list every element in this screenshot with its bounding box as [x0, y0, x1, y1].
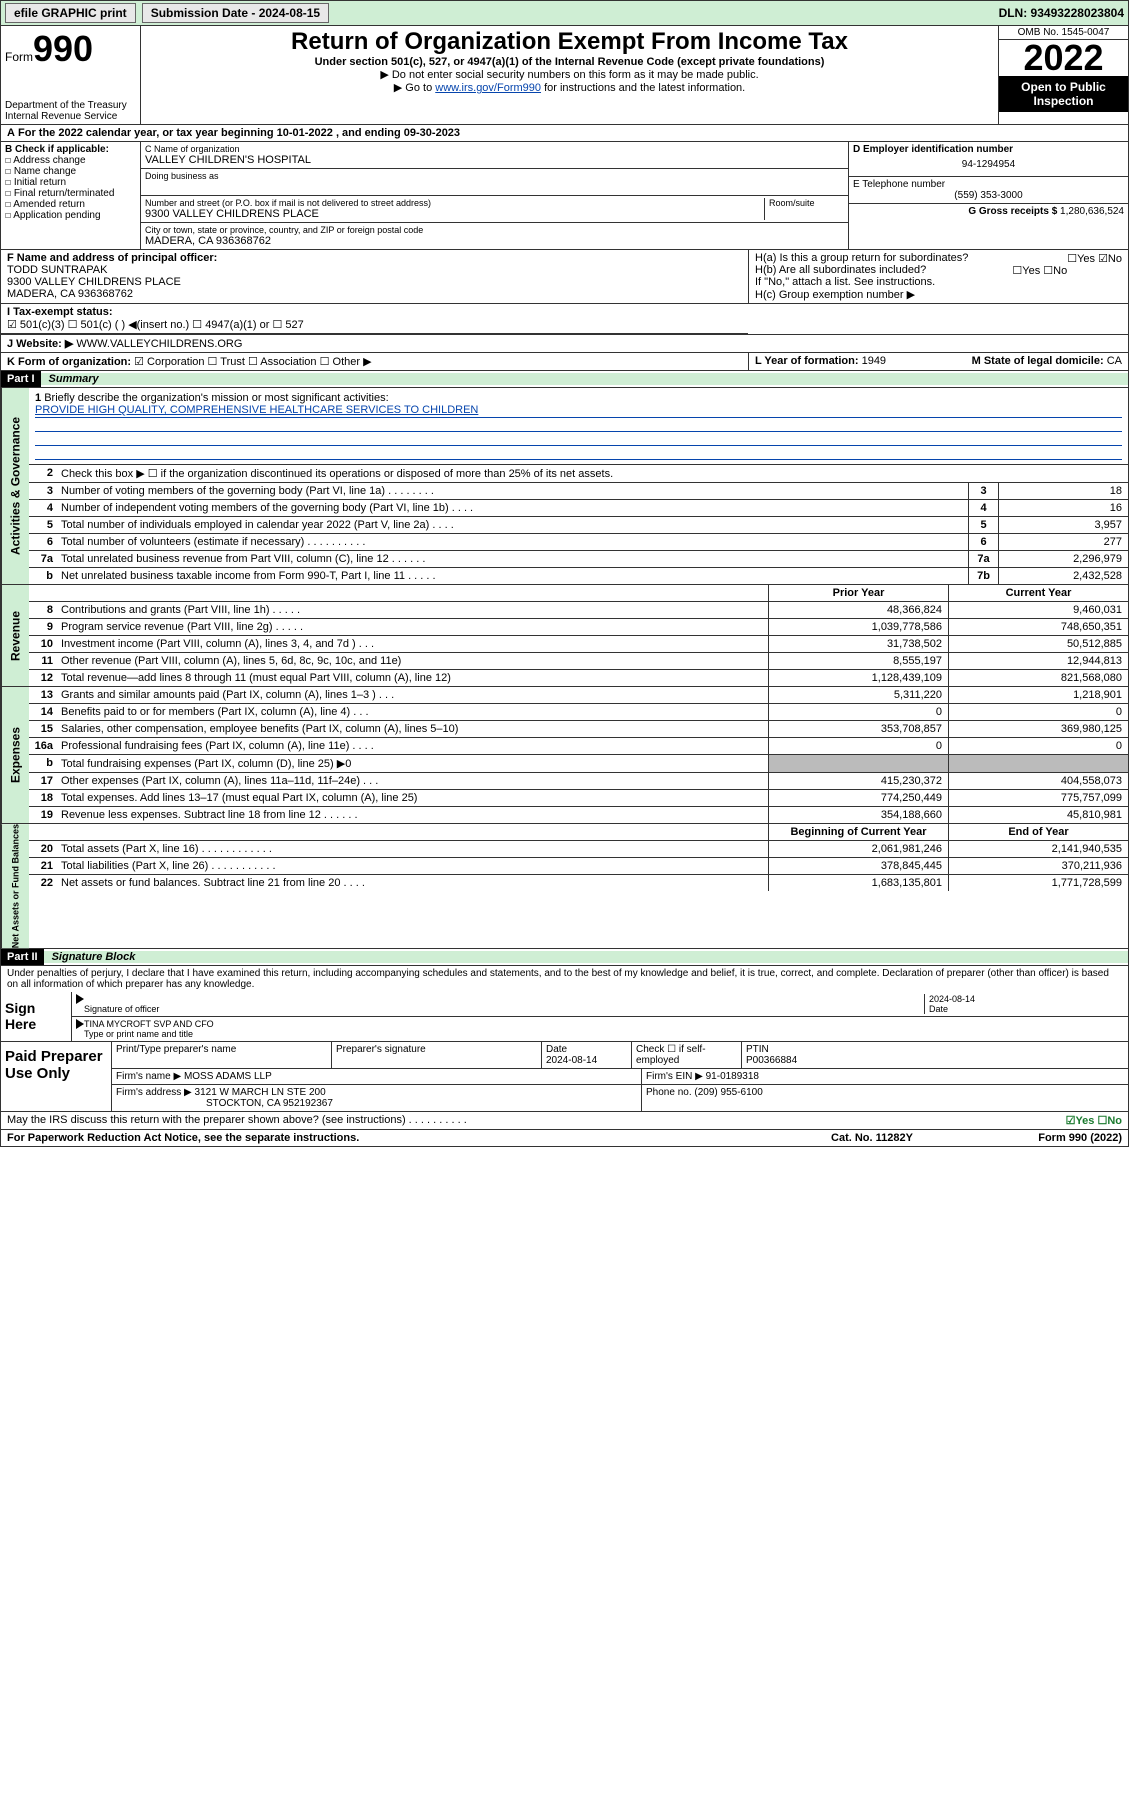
table-row: 19Revenue less expenses. Subtract line 1… — [29, 807, 1128, 823]
perjury-declaration: Under penalties of perjury, I declare th… — [1, 966, 1128, 992]
firm-name: MOSS ADAMS LLP — [184, 1071, 272, 1082]
table-row: 6Total number of volunteers (estimate if… — [29, 534, 1128, 551]
goto-note: ▶ Go to www.irs.gov/Form990 for instruct… — [145, 81, 994, 94]
officer-name: TINA MYCROFT SVP AND CFO — [84, 1019, 214, 1029]
dept-label: Department of the Treasury Internal Reve… — [5, 100, 136, 122]
signature-block: Under penalties of perjury, I declare th… — [0, 966, 1129, 1042]
vlabel-netassets: Net Assets or Fund Balances — [1, 824, 29, 948]
gross-receipts: 1,280,636,524 — [1060, 206, 1124, 217]
form-header: Form990 Department of the Treasury Inter… — [0, 26, 1129, 125]
part1-revenue: Revenue Prior YearCurrent Year 8Contribu… — [0, 585, 1129, 687]
website: WWW.VALLEYCHILDRENS.ORG — [76, 338, 242, 350]
tax-year: 2022 — [999, 40, 1128, 76]
table-row: 17Other expenses (Part IX, column (A), l… — [29, 773, 1128, 790]
box-h: H(a) Is this a group return for subordin… — [748, 250, 1128, 303]
box-f: F Name and address of principal officer:… — [1, 250, 748, 303]
top-toolbar: efile GRAPHIC print Submission Date - 20… — [0, 0, 1129, 26]
arrow-icon — [76, 994, 84, 1004]
table-row: 5Total number of individuals employed in… — [29, 517, 1128, 534]
part2-header: Part IISignature Block — [0, 949, 1129, 966]
part1-expenses: Expenses 13Grants and similar amounts pa… — [0, 687, 1129, 824]
tax-exempt-opts: ☑ 501(c)(3) ☐ 501(c) ( ) ◀(insert no.) ☐… — [7, 319, 304, 331]
discuss-row: May the IRS discuss this return with the… — [0, 1112, 1129, 1130]
efile-print-button[interactable]: efile GRAPHIC print — [5, 3, 136, 23]
ssn-note: ▶ Do not enter social security numbers o… — [145, 68, 994, 81]
form-subtitle: Under section 501(c), 527, or 4947(a)(1)… — [145, 56, 994, 68]
vlabel-governance: Activities & Governance — [1, 388, 29, 584]
table-row: 16aProfessional fundraising fees (Part I… — [29, 738, 1128, 755]
website-row: J Website: ▶ WWW.VALLEYCHILDRENS.ORG — [0, 335, 1129, 353]
table-row: 20Total assets (Part X, line 16) . . . .… — [29, 841, 1128, 858]
table-row: 4Number of independent voting members of… — [29, 500, 1128, 517]
form-title: Return of Organization Exempt From Incom… — [145, 28, 994, 56]
ptin: P00366884 — [746, 1055, 797, 1066]
table-row: 10Investment income (Part VIII, column (… — [29, 636, 1128, 653]
table-row: 22Net assets or fund balances. Subtract … — [29, 875, 1128, 891]
table-row: 8Contributions and grants (Part VIII, li… — [29, 602, 1128, 619]
table-row: 18Total expenses. Add lines 13–17 (must … — [29, 790, 1128, 807]
table-row: bNet unrelated business taxable income f… — [29, 568, 1128, 584]
arrow-icon — [76, 1019, 84, 1029]
table-row: bTotal fundraising expenses (Part IX, co… — [29, 755, 1128, 773]
org-city: MADERA, CA 936368762 — [145, 235, 844, 247]
header-mid: Return of Organization Exempt From Incom… — [141, 26, 998, 124]
mission-text: PROVIDE HIGH QUALITY, COMPREHENSIVE HEAL… — [35, 404, 1122, 418]
page-footer: For Paperwork Reduction Act Notice, see … — [0, 1130, 1129, 1147]
box-c: C Name of organizationVALLEY CHILDREN'S … — [141, 142, 848, 249]
table-row: 15Salaries, other compensation, employee… — [29, 721, 1128, 738]
header-left: Form990 Department of the Treasury Inter… — [1, 26, 141, 124]
period-line: A For the 2022 calendar year, or tax yea… — [0, 125, 1129, 142]
form-number: Form990 — [5, 28, 136, 70]
table-row: 7aTotal unrelated business revenue from … — [29, 551, 1128, 568]
org-name: VALLEY CHILDREN'S HOSPITAL — [145, 154, 844, 166]
submission-date-button[interactable]: Submission Date - 2024-08-15 — [142, 3, 329, 23]
table-row: 9Program service revenue (Part VIII, lin… — [29, 619, 1128, 636]
table-row: 11Other revenue (Part VIII, column (A), … — [29, 653, 1128, 670]
entity-row: B Check if applicable: ☐ Address change … — [0, 142, 1129, 250]
officer-row: F Name and address of principal officer:… — [0, 250, 1129, 304]
open-to-public: Open to Public Inspection — [999, 76, 1128, 112]
table-row: 14Benefits paid to or for members (Part … — [29, 704, 1128, 721]
part1-governance: Activities & Governance 1 Briefly descri… — [0, 388, 1129, 585]
irs-link[interactable]: www.irs.gov/Form990 — [435, 82, 541, 94]
part1-header: Part ISummary — [0, 371, 1129, 388]
ein: 94-1294954 — [853, 155, 1124, 174]
table-row: 13Grants and similar amounts paid (Part … — [29, 687, 1128, 704]
part1-netassets: Net Assets or Fund Balances Beginning of… — [0, 824, 1129, 949]
dln-label: DLN: 93493228023804 — [999, 6, 1124, 20]
vlabel-revenue: Revenue — [1, 585, 29, 686]
klm-row: K Form of organization: ☑ Corporation ☐ … — [0, 353, 1129, 371]
table-row: 3Number of voting members of the governi… — [29, 483, 1128, 500]
status-row: I Tax-exempt status: ☑ 501(c)(3) ☐ 501(c… — [0, 304, 1129, 335]
vlabel-expenses: Expenses — [1, 687, 29, 823]
sign-here-label: Sign Here — [1, 992, 71, 1041]
box-b: B Check if applicable: ☐ Address change … — [1, 142, 141, 249]
header-right: OMB No. 1545-0047 2022 Open to Public In… — [998, 26, 1128, 124]
table-row: 21Total liabilities (Part X, line 26) . … — [29, 858, 1128, 875]
org-address: 9300 VALLEY CHILDRENS PLACE — [145, 208, 764, 220]
table-row: 12Total revenue—add lines 8 through 11 (… — [29, 670, 1128, 686]
phone: (559) 353-3000 — [853, 190, 1124, 201]
box-deg: D Employer identification number94-12949… — [848, 142, 1128, 249]
paid-preparer: Paid Preparer Use Only Print/Type prepar… — [0, 1042, 1129, 1112]
